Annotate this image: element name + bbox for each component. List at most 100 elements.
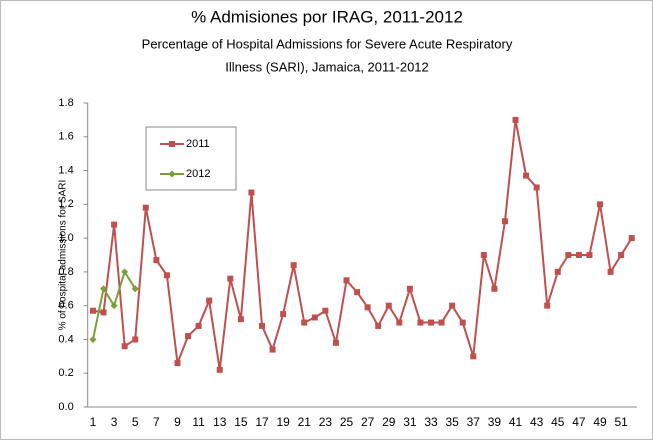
marker	[428, 319, 435, 326]
marker	[628, 235, 635, 242]
legend-label: 2011	[186, 138, 210, 150]
y-tick-label: 0.8	[58, 266, 73, 278]
marker	[354, 289, 361, 296]
x-tick-label: 47	[572, 415, 586, 429]
x-tick-label: 5	[132, 415, 139, 429]
marker	[121, 268, 129, 276]
x-tick-label: 15	[234, 415, 248, 429]
marker	[480, 252, 487, 258]
marker	[565, 252, 572, 258]
x-tick-label: 11	[192, 415, 205, 429]
legend-box	[145, 126, 237, 191]
marker	[301, 319, 308, 326]
marker	[417, 319, 424, 326]
marker	[248, 189, 255, 196]
marker	[121, 343, 128, 350]
marker	[227, 275, 234, 282]
x-tick-label: 9	[174, 415, 181, 429]
x-tick-label: 1	[90, 415, 97, 429]
x-tick-label: 19	[276, 415, 290, 429]
chart-title: % Admisiones por IRAG, 2011-2012	[191, 7, 463, 26]
marker	[501, 218, 508, 225]
x-tick-label: 7	[153, 415, 160, 429]
x-tick-label: 37	[467, 415, 481, 429]
marker	[195, 322, 202, 329]
marker	[168, 170, 176, 178]
marker	[174, 360, 181, 367]
marker	[523, 172, 530, 179]
marker	[132, 336, 139, 343]
marker	[311, 314, 318, 321]
y-tick-label: 0.0	[58, 401, 73, 413]
marker	[533, 184, 540, 191]
x-tick-label: 33	[424, 415, 438, 429]
marker	[343, 277, 350, 284]
marker	[237, 316, 244, 323]
y-tick-label: 0.2	[58, 367, 73, 379]
marker	[597, 201, 604, 208]
x-tick-label: 23	[319, 415, 333, 429]
y-tick-label: 1.8	[58, 97, 73, 109]
x-tick-label: 29	[382, 415, 396, 429]
y-axis-label: % of hospital admissions for SARI	[58, 180, 69, 331]
marker	[290, 262, 297, 269]
marker	[586, 252, 593, 258]
marker	[449, 302, 456, 309]
marker	[491, 285, 498, 292]
marker	[459, 319, 466, 326]
chart-subtitle: Percentage of Hospital Admissions for Se…	[142, 36, 513, 51]
x-tick-label: 51	[614, 415, 628, 429]
marker	[438, 319, 445, 326]
marker	[406, 285, 413, 292]
x-tick-label: 49	[593, 415, 607, 429]
x-tick-label: 39	[488, 415, 502, 429]
marker	[332, 339, 339, 346]
marker	[110, 302, 118, 310]
x-tick-label: 21	[298, 415, 312, 429]
marker	[396, 319, 403, 326]
marker	[554, 268, 561, 275]
marker	[216, 366, 223, 373]
marker	[322, 307, 329, 314]
marker	[544, 302, 551, 309]
x-tick-label: 41	[509, 415, 523, 429]
marker	[142, 204, 149, 211]
y-tick-label: 1.2	[58, 198, 73, 210]
x-tick-label: 31	[403, 415, 417, 429]
x-tick-label: 13	[213, 415, 227, 429]
marker	[607, 268, 614, 275]
marker	[206, 297, 213, 304]
x-tick-label: 25	[340, 415, 354, 429]
marker	[169, 141, 175, 147]
marker	[89, 307, 96, 314]
y-tick-label: 1.4	[58, 164, 73, 176]
y-tick-label: 0.4	[58, 333, 73, 345]
x-tick-label: 43	[530, 415, 544, 429]
marker	[618, 252, 625, 258]
marker	[153, 257, 160, 264]
marker	[131, 285, 139, 293]
marker	[163, 272, 170, 279]
marker	[385, 302, 392, 309]
marker	[100, 285, 108, 293]
marker	[185, 333, 192, 340]
marker	[470, 353, 477, 360]
marker	[111, 221, 118, 228]
x-tick-label: 27	[361, 415, 375, 429]
marker	[364, 304, 371, 311]
marker	[375, 322, 382, 329]
x-tick-label: 17	[255, 415, 269, 429]
chart-subtitle: Illness (SARI), Jamaica, 2011-2012	[225, 59, 429, 74]
marker	[269, 346, 276, 353]
series-line	[92, 119, 633, 370]
legend-label: 2012	[186, 168, 210, 180]
marker	[89, 335, 97, 343]
marker	[512, 116, 519, 123]
x-tick-label: 35	[445, 415, 459, 429]
y-tick-label: 0.6	[58, 300, 73, 312]
marker	[280, 311, 287, 318]
marker	[575, 252, 582, 258]
y-tick-label: 1.6	[58, 131, 73, 143]
